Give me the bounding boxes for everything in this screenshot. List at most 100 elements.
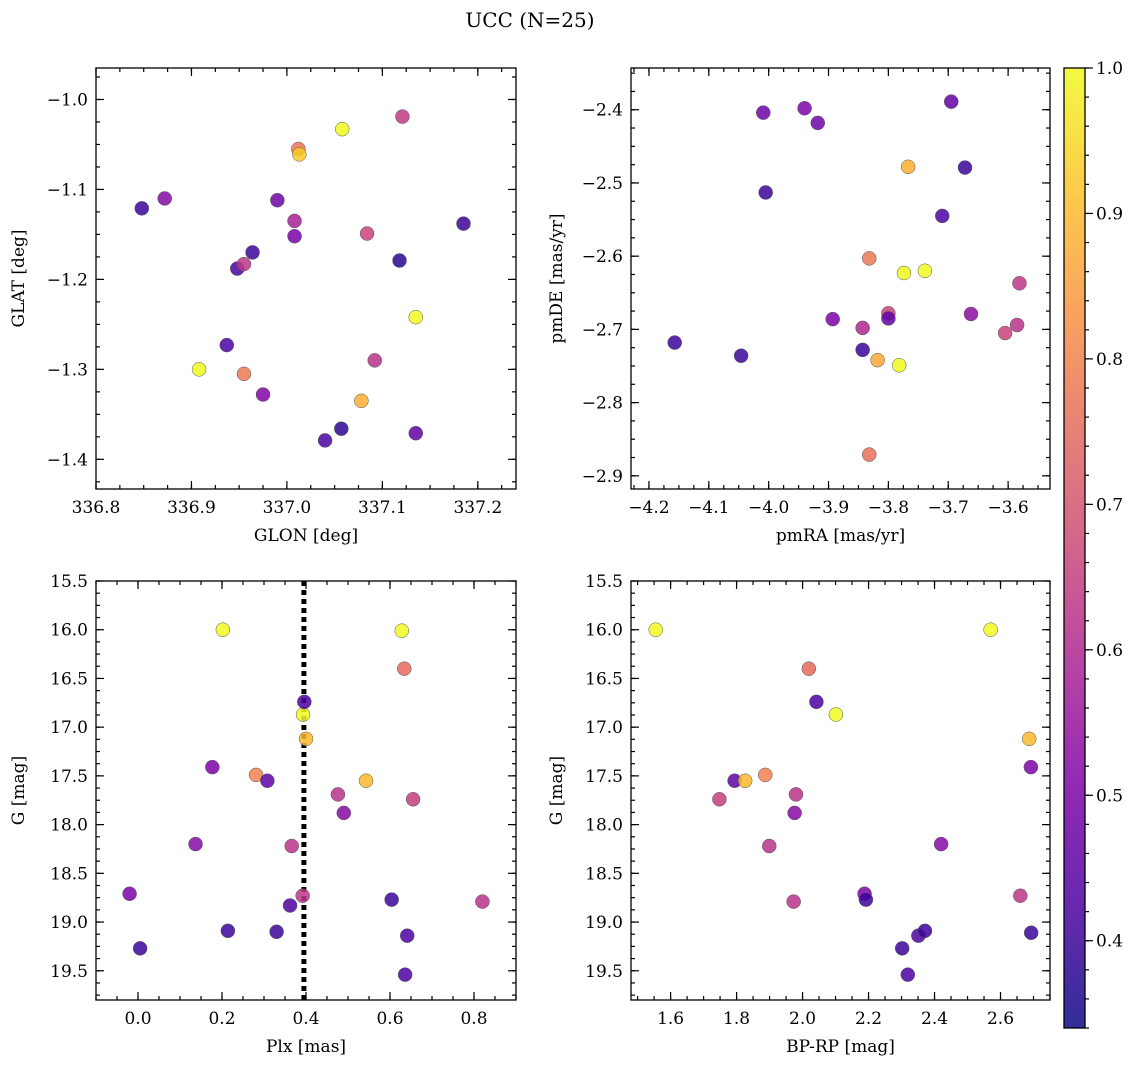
x-tick-label: 2.6	[987, 1009, 1014, 1029]
y-tick-label: 15.5	[585, 572, 623, 592]
data-point	[399, 928, 415, 943]
y-tick-label: 16.0	[585, 621, 623, 641]
data-point	[737, 773, 753, 789]
y-tick-label: 16.5	[50, 669, 88, 689]
y-tick-label: −1.3	[47, 360, 88, 380]
x-tick-label: 0.0	[124, 1009, 151, 1029]
data-point	[797, 101, 812, 116]
data-point	[894, 941, 910, 956]
data-point	[397, 967, 413, 982]
y-tick-label: −2.7	[582, 320, 623, 340]
data-point	[395, 109, 410, 124]
y-tick-label: 18.5	[585, 864, 623, 884]
y-tick-label: 18.0	[50, 816, 88, 836]
data-point	[219, 337, 235, 353]
data-point	[260, 773, 275, 789]
scatter-points	[122, 622, 490, 982]
data-point	[983, 622, 998, 637]
plot-frame	[95, 580, 517, 1001]
data-point	[359, 226, 375, 241]
data-point	[828, 707, 844, 722]
colorbar-tick-label: 0.5	[1096, 786, 1123, 806]
data-point	[1013, 888, 1028, 903]
y-tick-label: −2.9	[582, 467, 623, 487]
colorbar: 0.4 0.5 0.6 0.7 0.8 0.9 1.0	[1063, 59, 1123, 1029]
data-point	[881, 311, 896, 326]
data-point	[761, 838, 777, 854]
scatter-panel-bprp-g: 1.6 1.8 2.0 2.2 2.4 2.6 15.5 16.0 16.5 17.0 17.5 18…	[547, 572, 1051, 1057]
plot-frame	[630, 580, 1051, 1001]
colorbar-tick-label: 0.8	[1096, 350, 1123, 370]
data-point	[1021, 731, 1037, 747]
data-point	[367, 353, 382, 368]
data-point	[917, 923, 933, 939]
data-point	[891, 358, 907, 373]
data-point	[245, 245, 260, 260]
y-tick-label: 19.0	[50, 913, 88, 933]
data-point	[1023, 759, 1039, 775]
scatter-panel-glon-glat: 336.8 336.9 337.0 337.1 337.2 −1.4 −1.3 −1.2 −1.…	[9, 67, 517, 546]
y-tick-label: −2.8	[582, 394, 623, 414]
data-point	[943, 94, 959, 109]
data-point	[255, 387, 271, 402]
data-point	[236, 366, 252, 382]
y-tick-label: −1.2	[47, 270, 88, 290]
colorbar-ticks: 0.4 0.5 0.6 0.7 0.8 0.9 1.0	[1085, 59, 1123, 1029]
data-point	[191, 362, 207, 377]
data-point	[384, 892, 399, 907]
data-point	[957, 160, 973, 175]
data-point	[132, 941, 148, 956]
y-tick-label: −1.4	[47, 450, 88, 470]
data-point	[648, 622, 663, 637]
data-point	[215, 622, 231, 637]
x-tick-label: 2.4	[921, 1009, 948, 1029]
data-point	[667, 335, 682, 350]
x-tick-label: −3.6	[987, 498, 1028, 518]
data-point	[1009, 317, 1025, 333]
data-point	[397, 661, 412, 676]
data-point	[861, 447, 877, 462]
data-point	[758, 767, 773, 783]
data-point	[134, 201, 150, 216]
x-axis-label-bprp-g: BP-RP [mag]	[786, 1037, 895, 1057]
data-point	[248, 767, 264, 783]
scatter-panel-pmra-pmde: −4.2 −4.1 −4.0 −3.9 −3.8 −3.7 −3.6 −2.9 −2.8 −2.7…	[547, 67, 1051, 546]
plot-frame	[630, 67, 1051, 490]
data-point	[284, 838, 299, 854]
data-point	[358, 773, 374, 789]
x-tick-label: 0.2	[208, 1009, 235, 1029]
x-tick-label: 0.6	[376, 1009, 403, 1029]
data-point	[408, 425, 424, 441]
data-point	[758, 185, 773, 200]
data-point	[1023, 925, 1039, 941]
x-tick-label: 336.9	[167, 498, 216, 518]
data-point	[787, 805, 802, 821]
colorbar-tick-label: 0.7	[1096, 495, 1123, 515]
data-point	[334, 421, 349, 436]
x-tick-label: −3.9	[808, 498, 849, 518]
data-point	[269, 924, 284, 940]
data-point	[287, 213, 302, 229]
x-tick-label: 1.8	[723, 1009, 750, 1029]
data-point	[935, 208, 950, 224]
x-tick-label: 1.6	[657, 1009, 684, 1029]
data-point	[475, 894, 490, 909]
x-tick-label: −4.0	[748, 498, 789, 518]
data-point	[188, 836, 203, 852]
data-point	[336, 805, 352, 821]
data-point	[270, 192, 285, 208]
y-tick-label: 17.5	[585, 767, 623, 787]
data-point	[392, 253, 407, 268]
y-tick-label: 17.0	[50, 718, 88, 738]
data-point	[408, 309, 424, 325]
data-point	[855, 320, 870, 336]
y-tick-label: −2.5	[582, 174, 623, 194]
data-point	[997, 325, 1013, 341]
axis-ticks: 336.8 336.9 337.0 337.1 337.2 −1.4 −1.3 −1.2 −1.…	[47, 68, 516, 518]
data-point	[220, 923, 236, 939]
y-tick-label: 19.0	[585, 913, 623, 933]
data-point	[733, 348, 749, 363]
x-tick-label: 2.2	[855, 1009, 882, 1029]
data-point	[292, 147, 307, 162]
